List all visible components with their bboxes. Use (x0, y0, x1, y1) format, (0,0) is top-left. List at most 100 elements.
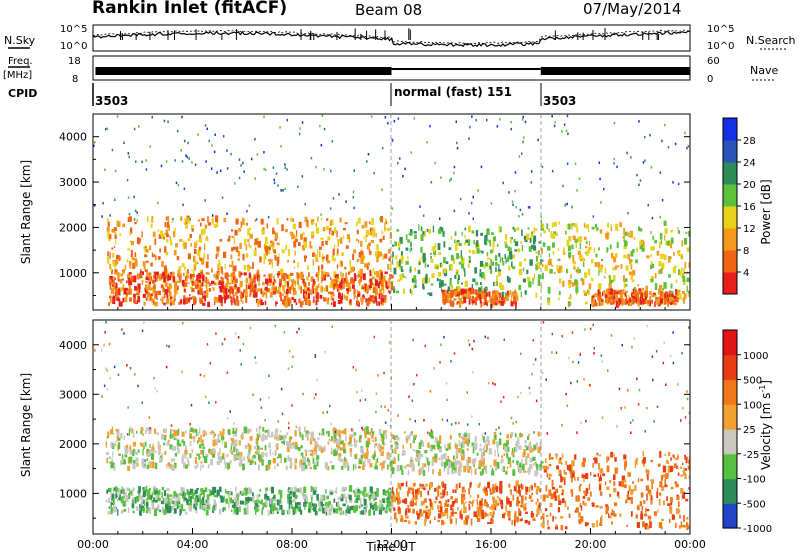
echo-cell (470, 495, 472, 498)
echo-cell (582, 257, 585, 263)
scatter-cell (661, 198, 664, 202)
echo-cell (264, 493, 268, 500)
echo-cell (678, 293, 682, 300)
echo-cell (405, 435, 408, 443)
echo-cell (269, 291, 273, 298)
echo-cell (382, 460, 386, 464)
echo-cell (341, 493, 344, 496)
scatter-cell (565, 129, 568, 133)
echo-cell (599, 469, 602, 473)
echo-cell (203, 252, 206, 260)
echo-cell (244, 290, 248, 297)
echo-cell (174, 291, 177, 296)
echo-cell (136, 458, 139, 462)
echo-cell (495, 262, 498, 267)
echo-cell (596, 520, 598, 528)
echo-cell (588, 226, 590, 232)
echo-cell (525, 511, 528, 514)
echo-cell (405, 481, 408, 487)
echo-cell (371, 431, 375, 435)
echo-cell (497, 453, 500, 457)
echo-cell (337, 448, 339, 452)
echo-cell (255, 451, 258, 454)
echo-cell (149, 449, 152, 456)
echo-cell (498, 497, 501, 502)
echo-cell (202, 496, 205, 504)
echo-cell (345, 245, 349, 249)
scatter-cell (523, 136, 525, 139)
echo-cell (148, 245, 152, 251)
echo-cell (602, 473, 606, 477)
echo-cell (352, 284, 355, 289)
scatter-cell (106, 369, 108, 372)
echo-cell (185, 297, 189, 304)
scatter-cell (600, 201, 602, 204)
echo-cell (194, 457, 197, 464)
echo-cell (349, 506, 353, 511)
echo-cell (450, 236, 453, 240)
echo-cell (572, 255, 575, 262)
echo-cell (512, 459, 514, 463)
scatter-cell (321, 114, 324, 117)
echo-cell (479, 443, 482, 447)
echo-cell (426, 505, 429, 509)
echo-cell (496, 280, 498, 286)
echo-cell (259, 501, 263, 505)
echo-cell (236, 287, 240, 294)
echo-cell (450, 511, 454, 517)
echo-cell (351, 505, 354, 508)
echo-cell (680, 474, 683, 477)
echo-cell (298, 273, 302, 277)
echo-cell (185, 445, 187, 451)
echo-cell (360, 276, 362, 282)
echo-cell (375, 458, 377, 466)
echo-cell (107, 231, 110, 238)
echo-cell (354, 454, 356, 460)
echo-cell (422, 282, 425, 289)
echo-cell (675, 457, 679, 460)
echo-cell (148, 427, 152, 435)
echo-cell (124, 296, 128, 303)
echo-cell (427, 292, 430, 295)
scatter-cell (383, 371, 385, 375)
echo-cell (481, 290, 484, 294)
echo-cell (451, 285, 454, 289)
echo-cell (442, 298, 444, 304)
echo-cell (660, 298, 664, 304)
echo-cell (491, 470, 495, 476)
echo-cell (369, 508, 371, 514)
echo-cell (280, 268, 284, 273)
echo-cell (370, 271, 373, 277)
echo-cell (623, 289, 625, 295)
echo-cell (340, 260, 343, 265)
echo-cell (287, 500, 289, 504)
echo-cell (115, 283, 118, 289)
echo-cell (349, 448, 353, 453)
echo-cell (227, 462, 231, 469)
echo-cell (268, 273, 271, 277)
echo-cell (400, 518, 404, 522)
echo-cell (634, 299, 636, 302)
echo-cell (496, 462, 500, 469)
echo-cell (182, 240, 185, 247)
echo-cell (359, 501, 362, 506)
echo-cell (200, 449, 203, 455)
echo-cell (601, 298, 604, 306)
echo-cell (357, 292, 361, 297)
echo-cell (222, 428, 225, 435)
echo-cell (581, 461, 584, 465)
echo-cell (253, 295, 257, 298)
echo-cell (347, 442, 349, 446)
echo-cell (634, 459, 638, 465)
echo-cell (661, 485, 665, 491)
echo-cell (253, 242, 257, 246)
echo-cell (485, 465, 487, 470)
echo-cell (314, 283, 316, 287)
scatter-cell (216, 171, 218, 174)
echo-cell (229, 286, 232, 291)
echo-cell (664, 298, 667, 304)
echo-cell (107, 221, 110, 227)
echo-cell (281, 224, 284, 232)
echo-cell (360, 240, 363, 247)
